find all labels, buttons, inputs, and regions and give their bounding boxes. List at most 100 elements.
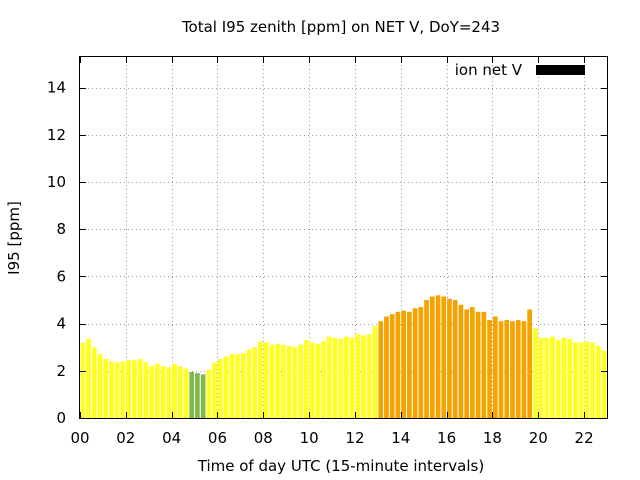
bar [561,337,567,418]
grid-lines [80,57,607,418]
bar [321,341,326,418]
bar [510,321,515,418]
bar [315,343,321,418]
y-tick-label: 0 [56,409,66,427]
bar [487,320,492,418]
bar [498,321,504,418]
x-tick-label: 14 [391,429,410,447]
bar [143,362,149,418]
y-axis-label: I95 [ppm] [5,201,23,275]
bar [206,369,212,418]
plot-frame [79,56,608,419]
bar [235,354,240,418]
x-tick-label: 18 [483,429,502,447]
bar [269,344,275,418]
bar [246,349,252,418]
bar [550,336,555,418]
bar [286,346,292,418]
bar [412,308,418,418]
bar [389,314,395,418]
bar [470,307,475,418]
x-tick-label: 22 [575,429,594,447]
bar [252,347,258,418]
bar [240,353,246,418]
bar [338,338,343,418]
bar [458,304,464,418]
bar [573,342,578,418]
y-tick-label: 4 [56,315,66,333]
y-tick-label: 6 [56,267,66,285]
bar [303,340,309,418]
chart-title: Total I95 zenith [ppm] on NET V, DoY=243 [181,18,500,36]
bar [544,337,550,418]
bar [258,341,263,418]
bar [200,374,206,418]
bar [372,325,378,418]
bar-series [80,295,607,418]
bar [91,347,97,418]
bar [464,309,469,418]
bar [189,371,195,418]
bar [384,316,389,418]
bar [212,362,217,418]
bar [361,335,366,418]
bar [217,359,223,418]
bar [533,328,538,418]
bar [275,343,280,418]
bar [492,316,498,418]
bar [555,340,561,418]
y-tick-label: 10 [47,173,66,191]
x-tick-label: 10 [300,429,319,447]
bar [344,336,349,418]
bar [452,300,458,418]
x-tick-label: 08 [254,429,273,447]
legend-label: ion net V [455,61,523,79]
bar [447,298,452,418]
bar [332,337,338,418]
bar [355,334,361,418]
bar [154,363,160,418]
bar [195,373,200,418]
bar [103,359,109,418]
bar [326,336,332,418]
x-tick-label: 04 [162,429,181,447]
x-tick-label: 12 [345,429,364,447]
legend: ion net V [455,61,585,79]
bar [280,344,286,418]
bar [590,342,596,418]
bar [378,321,384,418]
bar [401,310,406,418]
bar [263,342,269,418]
bar [97,354,103,418]
bar [177,366,183,418]
bar [424,300,429,418]
y-tick-label: 14 [47,79,66,97]
bar [407,311,412,418]
y-tick-label: 12 [47,126,66,144]
bar [292,347,298,418]
x-tick-label: 02 [116,429,135,447]
bar [132,360,137,418]
bar [538,337,544,418]
bar [80,342,86,418]
bar [349,337,355,418]
x-tick-label: 16 [437,429,456,447]
bar [120,361,126,418]
bar [435,295,441,418]
bar [149,366,154,418]
bar [109,361,114,418]
bar [578,342,584,418]
bar [584,341,590,418]
bar [160,366,166,418]
bar [223,356,229,418]
bar [527,309,533,418]
bar [596,346,601,418]
bar [504,320,510,418]
bar [481,311,487,418]
bar [309,342,315,418]
bar [172,363,177,418]
y-tick-label: 8 [56,220,66,238]
y-tick-label: 2 [56,362,66,380]
